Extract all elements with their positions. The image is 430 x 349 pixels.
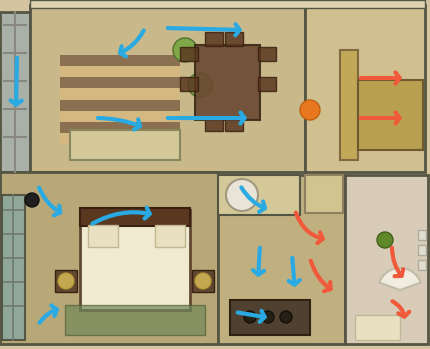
Bar (225, 117, 243, 131)
Bar (258, 77, 276, 91)
Bar (230, 300, 310, 335)
Circle shape (300, 100, 320, 120)
Bar (55, 270, 77, 292)
Bar (0, 12, 30, 172)
Bar (195, 45, 260, 120)
Bar (180, 77, 198, 91)
Bar (418, 260, 426, 270)
Bar (80, 210, 190, 310)
Circle shape (226, 179, 258, 211)
Bar (60, 100, 180, 111)
Bar (30, 0, 425, 8)
Bar (60, 111, 180, 122)
Bar (218, 175, 345, 344)
Bar (155, 225, 185, 247)
Bar (418, 245, 426, 255)
Bar (340, 50, 358, 160)
Bar (70, 130, 180, 160)
Bar (60, 88, 180, 99)
Bar (80, 208, 190, 226)
Circle shape (377, 232, 393, 248)
Bar (88, 225, 118, 247)
Circle shape (25, 193, 39, 207)
Bar (60, 122, 180, 133)
Bar (180, 47, 198, 61)
Bar (355, 315, 400, 340)
Circle shape (280, 311, 292, 323)
Bar (205, 32, 223, 46)
Bar (60, 77, 180, 88)
Bar (258, 47, 276, 61)
Bar (205, 117, 223, 131)
Circle shape (195, 273, 211, 289)
Bar (60, 55, 180, 66)
Circle shape (58, 273, 74, 289)
Bar (345, 175, 428, 344)
Bar (60, 133, 180, 144)
Bar (225, 32, 243, 46)
Bar (418, 230, 426, 240)
Bar (65, 305, 205, 335)
Bar (358, 80, 423, 150)
Bar (305, 175, 343, 213)
Bar (2, 195, 25, 340)
Circle shape (244, 311, 256, 323)
Wedge shape (379, 268, 421, 290)
Bar (305, 5, 425, 172)
Bar (30, 5, 305, 172)
Circle shape (188, 73, 212, 97)
Circle shape (262, 311, 274, 323)
Bar (0, 172, 218, 344)
Bar (218, 175, 300, 215)
Bar (60, 66, 180, 77)
Circle shape (173, 38, 197, 62)
Bar (192, 270, 214, 292)
